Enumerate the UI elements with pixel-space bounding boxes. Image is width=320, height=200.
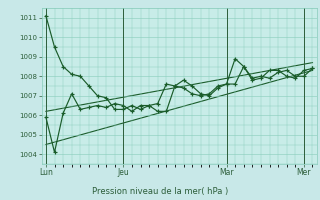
Text: Pression niveau de la mer( hPa ): Pression niveau de la mer( hPa ) bbox=[92, 187, 228, 196]
